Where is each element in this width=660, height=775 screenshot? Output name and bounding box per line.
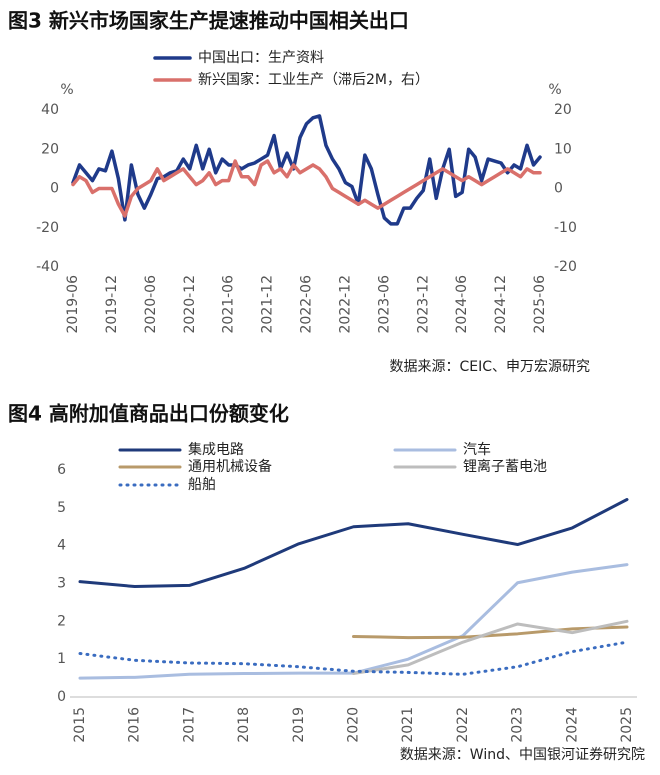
y-tick-label: 0	[57, 689, 66, 705]
x-tick-label: 2015	[72, 707, 88, 743]
x-tick-label: 2025-06	[532, 275, 548, 334]
x-tick-label: 2023	[510, 707, 526, 743]
y2-tick-label: 20	[554, 102, 572, 118]
x-tick-label: 2024	[564, 707, 580, 743]
x-tick-label: 2022-12	[337, 275, 353, 334]
source: 数据来源：CEIC、申万宏源研究	[389, 359, 590, 375]
series-line	[71, 114, 542, 226]
legend-label: 通用机械设备	[188, 458, 272, 475]
legend-label: 船舶	[188, 477, 216, 493]
x-tick-label: 2017	[181, 707, 197, 743]
y-axis-label: %	[60, 82, 73, 98]
chart-title: 图4 高附加值商品出口份额变化	[8, 402, 289, 426]
x-tick-label: 2024-12	[493, 275, 509, 334]
y2-tick-label: -10	[554, 220, 577, 236]
y-tick-label: 2	[57, 613, 66, 629]
x-tick-label: 2021	[400, 707, 416, 743]
x-tick-label: 2023-12	[415, 275, 431, 334]
legend-label: 集成电路	[188, 441, 244, 458]
y-tick-label: 0	[50, 181, 59, 197]
series-line	[352, 625, 629, 640]
series-line	[78, 640, 629, 676]
x-tick-label: 2019-12	[104, 275, 120, 334]
y-tick-label: 40	[41, 102, 59, 118]
series-line	[71, 159, 542, 218]
y2-tick-label: -20	[554, 259, 577, 275]
series-line	[78, 498, 629, 589]
legend-label: 锂离子蓄电池	[463, 458, 547, 475]
x-tick-label: 2020-12	[182, 275, 198, 334]
legend-label: 中国出口：生产资料	[198, 50, 324, 66]
y2-tick-label: 0	[554, 181, 563, 197]
x-tick-label: 2019-06	[65, 275, 81, 334]
y-tick-label: 1	[57, 651, 66, 667]
y-tick-label: -40	[36, 259, 59, 275]
y-tick-label: 6	[57, 462, 66, 478]
x-tick-label: 2021-06	[221, 275, 237, 334]
x-tick-label: 2021-12	[260, 275, 276, 334]
chart-title: 图3 新兴市场国家生产提速推动中国相关出口	[8, 9, 409, 33]
x-tick-label: 2020-06	[143, 275, 159, 334]
y-tick-label: -20	[36, 220, 59, 236]
x-tick-label: 2023-06	[376, 275, 392, 334]
x-tick-label: 2022	[455, 707, 471, 743]
x-tick-label: 2024-06	[454, 275, 470, 334]
series-line	[78, 563, 629, 680]
y-tick-label: 20	[41, 141, 59, 157]
y-tick-label: 3	[57, 576, 66, 592]
x-tick-label: 2019	[291, 707, 307, 743]
y2-axis-label: %	[548, 82, 561, 98]
x-tick-label: 2025	[619, 707, 635, 743]
x-tick-label: 2020	[346, 707, 362, 743]
y-tick-label: 4	[57, 538, 66, 554]
series-line	[352, 619, 629, 676]
source: 数据来源：Wind、中国银河证券研究院	[400, 747, 645, 763]
y2-tick-label: 10	[554, 141, 572, 157]
y-tick-label: 5	[57, 500, 66, 516]
legend-label: 汽车	[463, 441, 491, 458]
x-tick-label: 2016	[127, 707, 143, 743]
x-tick-label: 2022-06	[299, 275, 315, 334]
x-tick-label: 2018	[236, 707, 252, 743]
legend-label: 新兴国家：工业生产（滞后2M，右）	[198, 71, 429, 88]
